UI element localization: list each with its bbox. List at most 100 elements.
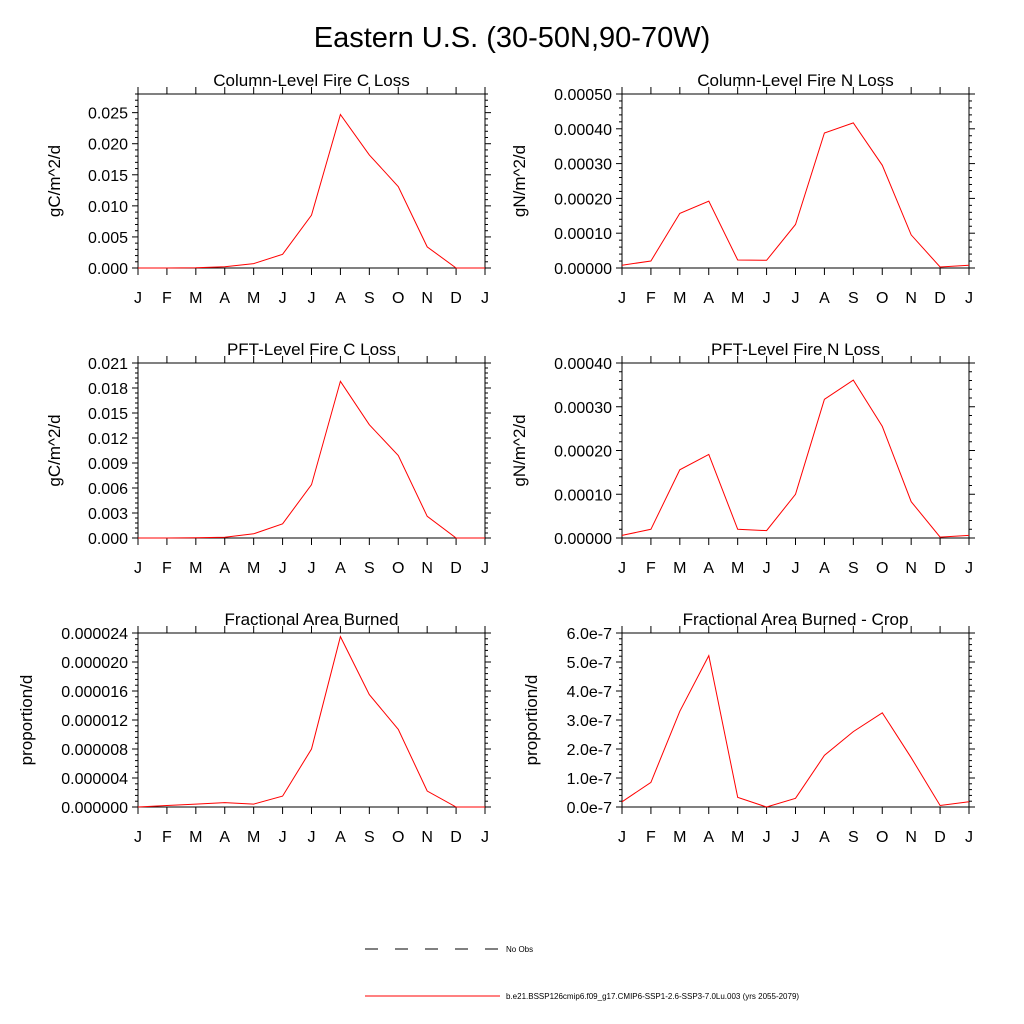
x-tick-label: M xyxy=(731,290,744,307)
x-tick-label: J xyxy=(763,829,771,846)
x-tick-label: O xyxy=(392,560,404,577)
y-tick-label: 0.00020 xyxy=(554,191,612,208)
x-tick-label: J xyxy=(308,829,316,846)
plot-frame xyxy=(621,632,970,808)
x-tick-label: J xyxy=(618,560,626,577)
y-tick-label: 0.00030 xyxy=(554,400,612,417)
x-tick-label: O xyxy=(876,560,888,577)
y-tick-label: 0.00010 xyxy=(554,487,612,504)
y-tick-label: 3.0e-7 xyxy=(567,713,612,730)
panel-title: Fractional Area Burned - Crop xyxy=(683,610,909,629)
x-tick-label: A xyxy=(219,560,230,577)
x-tick-label: F xyxy=(162,560,172,577)
x-tick-label: M xyxy=(673,290,686,307)
chart-panel-4: PFT-Level Fire N Loss gN/m^2/d 0.00000 0.00… xyxy=(510,340,975,577)
plot-frame xyxy=(137,632,486,808)
y-tick-label: 0.00000 xyxy=(554,531,612,548)
x-tick-label: N xyxy=(421,560,433,577)
y-tick-label: 2.0e-7 xyxy=(567,742,612,759)
x-tick-label: A xyxy=(819,560,830,577)
x-tick-label: N xyxy=(905,829,917,846)
y-tick-label: 0.000008 xyxy=(61,742,128,759)
x-tick-label: M xyxy=(247,560,260,577)
x-tick-label: A xyxy=(703,560,714,577)
x-tick-label: O xyxy=(876,290,888,307)
x-tick-label: J xyxy=(792,829,800,846)
legend-series-label: b.e21.BSSP126cmip6.f09_g17.CMIP6-SSP1-2.… xyxy=(506,992,799,1001)
x-tick-label: M xyxy=(673,829,686,846)
x-tick-label: D xyxy=(450,560,462,577)
y-tick-label: 1.0e-7 xyxy=(567,771,612,788)
x-tick-label: M xyxy=(247,290,260,307)
x-tick-label: A xyxy=(819,290,830,307)
x-tick-label: S xyxy=(364,560,375,577)
y-axis-label: gN/m^2/d xyxy=(510,414,529,486)
legend-obs-label: No Obs xyxy=(506,945,533,954)
y-tick-label: 0.025 xyxy=(88,106,128,123)
x-tick-label: J xyxy=(481,290,489,307)
y-tick-label: 0.000004 xyxy=(61,771,128,788)
x-tick-label: M xyxy=(731,560,744,577)
x-tick-label: J xyxy=(279,560,287,577)
x-tick-label: N xyxy=(421,829,433,846)
x-tick-label: J xyxy=(763,560,771,577)
panel-title: Column-Level Fire N Loss xyxy=(697,71,894,90)
x-tick-label: J xyxy=(965,560,973,577)
x-tick-label: N xyxy=(905,560,917,577)
series-line xyxy=(621,122,970,268)
y-tick-label: 0.000 xyxy=(88,531,128,548)
x-tick-label: F xyxy=(646,290,656,307)
x-tick-label: A xyxy=(335,829,346,846)
x-tick-label: S xyxy=(848,560,859,577)
y-tick-label: 0.015 xyxy=(88,406,128,423)
panel-title: PFT-Level Fire N Loss xyxy=(711,340,880,359)
y-tick-label: 0.00040 xyxy=(554,356,612,373)
panel-title: Fractional Area Burned xyxy=(225,610,399,629)
y-tick-label: 0.00000 xyxy=(554,261,612,278)
x-tick-label: S xyxy=(848,829,859,846)
x-tick-label: J xyxy=(965,290,973,307)
series-line xyxy=(138,113,485,269)
x-tick-label: O xyxy=(392,290,404,307)
x-tick-label: A xyxy=(703,290,714,307)
y-tick-label: 6.0e-7 xyxy=(567,626,612,643)
x-tick-label: N xyxy=(905,290,917,307)
y-axis-label: gN/m^2/d xyxy=(510,145,529,217)
chart-panel-1: Column-Level Fire C Loss gC/m^2/d 0.000 0.0… xyxy=(45,71,491,307)
y-tick-label: 0.006 xyxy=(88,481,128,498)
y-tick-label: 0.000 xyxy=(88,261,128,278)
y-tick-label: 0.0e-7 xyxy=(567,800,612,817)
chart-panel-6: Fractional Area Burned - Crop proportion/… xyxy=(522,610,975,846)
x-tick-label: M xyxy=(189,829,202,846)
chart-panel-3: PFT-Level Fire C Loss gC/m^2/d 0.000 0.003 0… xyxy=(45,340,491,577)
panel-title: Column-Level Fire C Loss xyxy=(213,71,410,90)
plot-frame xyxy=(137,93,486,269)
x-tick-label: F xyxy=(646,829,656,846)
x-tick-label: J xyxy=(763,290,771,307)
y-axis-label: proportion/d xyxy=(522,675,541,766)
x-tick-label: O xyxy=(392,829,404,846)
x-tick-label: D xyxy=(450,290,462,307)
x-tick-label: J xyxy=(965,829,973,846)
y-tick-label: 0.00010 xyxy=(554,226,612,243)
y-tick-label: 0.015 xyxy=(88,168,128,185)
plot-frame xyxy=(621,362,970,539)
y-tick-label: 0.003 xyxy=(88,506,128,523)
x-tick-label: M xyxy=(673,560,686,577)
y-tick-label: 0.000000 xyxy=(61,800,128,817)
x-tick-label: A xyxy=(219,290,230,307)
x-tick-label: M xyxy=(189,560,202,577)
y-tick-label: 4.0e-7 xyxy=(567,684,612,701)
y-tick-label: 0.000020 xyxy=(61,655,128,672)
x-tick-label: N xyxy=(421,290,433,307)
panel-title: PFT-Level Fire C Loss xyxy=(227,340,396,359)
x-tick-label: F xyxy=(646,560,656,577)
series-line xyxy=(137,635,485,808)
legend: No Obs b.e21.BSSP126cmip6.f09_g17.CMIP6-S… xyxy=(365,945,799,1001)
series-line xyxy=(621,654,970,808)
y-tick-label: 0.020 xyxy=(88,137,128,154)
y-axis-label: gC/m^2/d xyxy=(45,145,64,217)
chart-panel-2: Column-Level Fire N Loss gN/m^2/d 0.00000 0… xyxy=(510,71,975,307)
y-tick-label: 0.00040 xyxy=(554,122,612,139)
